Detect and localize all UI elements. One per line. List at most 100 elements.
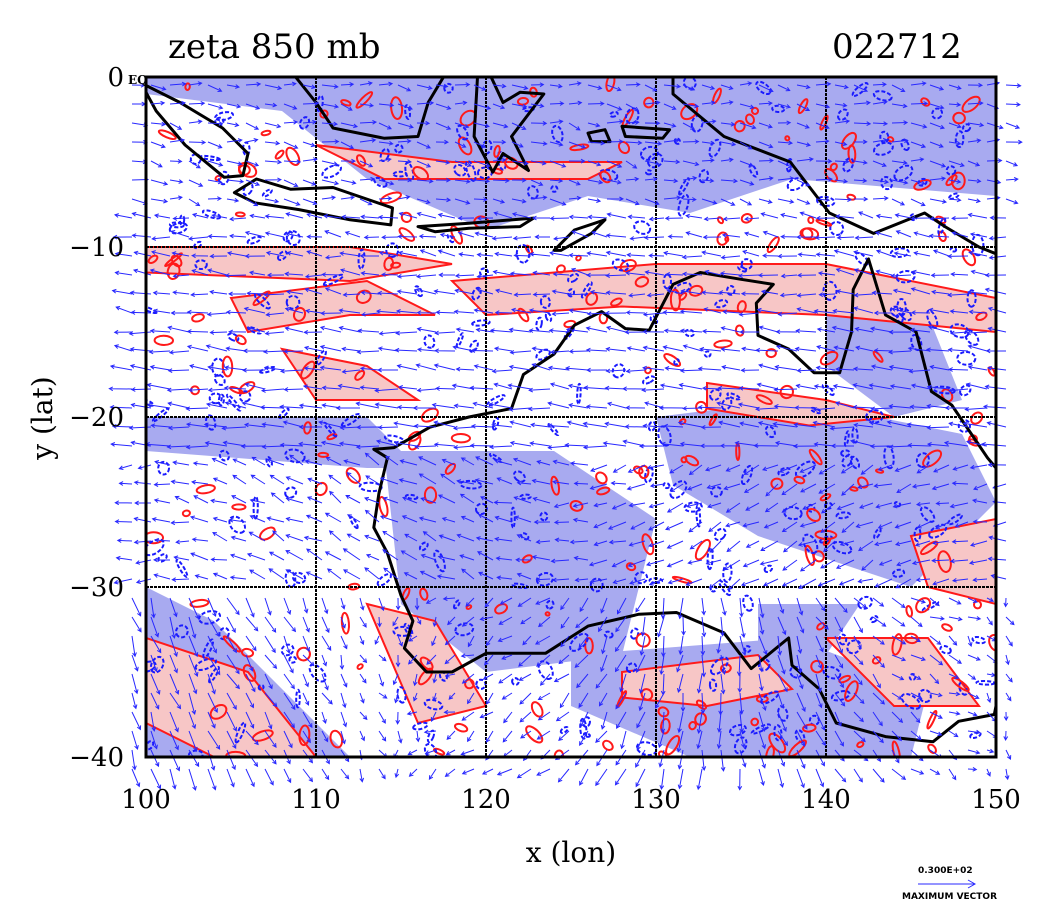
- wind-vector: [620, 730, 627, 750]
- wind-vector: [498, 673, 513, 684]
- wind-vector: [777, 160, 793, 168]
- wind-vector: [470, 348, 494, 353]
- wind-vector: [646, 292, 665, 298]
- wind-vector: [206, 311, 228, 317]
- wind-vector: [967, 122, 985, 128]
- wind-vector: [555, 711, 570, 722]
- x-tick-label: 120: [461, 785, 511, 815]
- positive-contour: [292, 306, 307, 322]
- wind-vector: [591, 230, 608, 238]
- wind-vector: [340, 730, 346, 745]
- wind-vector: [452, 345, 475, 352]
- wind-vector: [859, 502, 874, 509]
- wind-vector: [701, 100, 716, 106]
- positive-contour: [340, 99, 352, 107]
- wind-vector: [657, 616, 665, 638]
- wind-vector: [699, 346, 722, 352]
- wind-vector: [406, 711, 418, 716]
- negative-contour: [932, 385, 956, 395]
- wind-vector: [231, 495, 247, 504]
- wind-vector: [412, 673, 418, 687]
- wind-vector: [796, 234, 817, 240]
- wind-vector: [382, 530, 399, 542]
- wind-vector: [189, 364, 209, 371]
- wind-vector: [677, 711, 684, 734]
- wind-vector: [285, 534, 304, 542]
- wind-vector: [377, 290, 399, 296]
- positive-contour: [238, 161, 258, 178]
- wind-vector: [509, 440, 532, 447]
- wind-vector: [723, 559, 741, 571]
- wind-vector: [263, 292, 285, 298]
- wind-vector: [190, 552, 209, 561]
- wind-vector: [283, 616, 297, 633]
- wind-vector: [701, 250, 722, 257]
- wind-vector: [224, 365, 247, 371]
- wind-vector: [321, 730, 329, 743]
- wind-vector: [479, 711, 494, 719]
- wind-vector: [152, 308, 171, 314]
- positive-contour: [779, 384, 795, 400]
- wind-vector: [644, 270, 665, 276]
- negative-contour: [218, 449, 230, 462]
- negative-contour: [491, 416, 500, 431]
- wind-vector: [538, 616, 551, 628]
- wind-vector: [709, 540, 722, 553]
- wind-vector: [266, 272, 285, 278]
- wind-vector: [720, 254, 741, 260]
- wind-vector: [226, 768, 235, 788]
- wind-vector: [853, 692, 865, 705]
- wind-vector: [456, 533, 475, 542]
- wind-vector: [207, 654, 221, 676]
- wind-vector: [226, 654, 240, 675]
- positive-contour: [694, 538, 711, 561]
- wind-vector: [986, 768, 991, 777]
- vector-legend: 0.300E+02 MAXIMUM VECTOR: [902, 866, 997, 902]
- wind-vector: [246, 290, 266, 296]
- wind-vector: [707, 502, 722, 509]
- wind-vector: [207, 160, 224, 167]
- wind-vector: [535, 539, 551, 545]
- wind-vector: [188, 81, 203, 86]
- wind-vector: [186, 309, 209, 315]
- wind-vector: [852, 404, 874, 410]
- negative-contour: [454, 622, 475, 637]
- negative-contour: [742, 594, 754, 612]
- wind-vector: [566, 420, 589, 428]
- wind-vector: [360, 271, 380, 276]
- wind-vector: [365, 553, 380, 561]
- negative-contour: [948, 192, 960, 200]
- wind-vector: [169, 654, 178, 674]
- positive-contour: [678, 292, 688, 301]
- wind-vector: [245, 654, 254, 672]
- wind-vector: [720, 141, 737, 147]
- wind-vector: [416, 310, 437, 316]
- negative-contour: [695, 504, 702, 528]
- wind-vector: [967, 597, 978, 603]
- wind-vector: [833, 345, 855, 352]
- wind-vector: [549, 141, 564, 147]
- wind-vector: [170, 310, 189, 316]
- wind-vector: [302, 179, 317, 186]
- wind-vector: [1005, 176, 1019, 182]
- wind-vector: [762, 253, 779, 259]
- y-tick-label: −40: [69, 743, 124, 773]
- wind-vector: [285, 550, 304, 561]
- wind-vector: [701, 198, 718, 205]
- wind-vector: [895, 578, 912, 589]
- wind-vector: [606, 103, 623, 111]
- wind-vector: [782, 540, 798, 553]
- wind-vector: [967, 100, 984, 106]
- wind-vector: [535, 635, 551, 645]
- wind-vector: [834, 616, 843, 633]
- wind-vector: [359, 102, 375, 108]
- wind-vector: [796, 368, 817, 373]
- wind-vector: [665, 272, 684, 277]
- wind-vector: [600, 654, 608, 673]
- wind-vector: [642, 312, 665, 317]
- positive-contour: [808, 448, 823, 466]
- wind-vector: [249, 515, 266, 523]
- wind-vector: [696, 711, 703, 735]
- wind-vectors: [108, 81, 1023, 791]
- wind-vector: [395, 711, 401, 725]
